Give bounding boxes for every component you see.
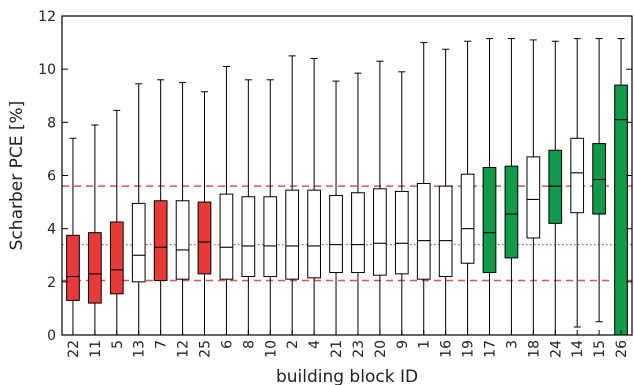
box-iqr bbox=[351, 192, 365, 274]
box-iqr bbox=[66, 234, 80, 301]
box-iqr bbox=[131, 202, 146, 283]
y-tick-label: 10 bbox=[38, 62, 56, 78]
box-iqr bbox=[241, 196, 256, 278]
box-iqr bbox=[482, 167, 497, 274]
box-1 bbox=[416, 42, 431, 336]
box-13 bbox=[131, 83, 146, 336]
box-20 bbox=[373, 60, 387, 336]
box-iqr bbox=[373, 188, 387, 276]
box-17 bbox=[482, 38, 497, 336]
x-tick-label: 14 bbox=[570, 340, 586, 358]
box-iqr bbox=[614, 84, 628, 336]
x-tick-label: 16 bbox=[439, 340, 455, 358]
box-23 bbox=[351, 72, 365, 336]
y-tick-label: 6 bbox=[47, 169, 56, 185]
box-14 bbox=[570, 38, 585, 328]
x-tick-label: 9 bbox=[395, 340, 411, 349]
y-tick-label: 8 bbox=[47, 115, 56, 131]
box-iqr bbox=[548, 149, 563, 224]
box-19 bbox=[460, 40, 475, 336]
y-tick-label: 0 bbox=[47, 328, 56, 344]
x-tick-label: 2 bbox=[285, 340, 301, 349]
box-8 bbox=[241, 79, 256, 336]
box-4 bbox=[307, 58, 321, 336]
x-tick-label: 12 bbox=[176, 340, 192, 358]
box-iqr bbox=[197, 201, 212, 275]
box-5 bbox=[109, 109, 124, 336]
box-iqr bbox=[460, 173, 475, 264]
x-tick-label: 24 bbox=[548, 340, 564, 358]
x-tick-label: 22 bbox=[66, 340, 82, 358]
x-tick-label: 21 bbox=[329, 340, 345, 358]
x-axis-label: building block ID bbox=[276, 367, 418, 385]
box-9 bbox=[394, 71, 409, 336]
box-18 bbox=[526, 39, 541, 336]
box-22 bbox=[66, 137, 80, 336]
box-6 bbox=[219, 66, 234, 336]
box-21 bbox=[329, 80, 343, 336]
box-iqr bbox=[504, 165, 519, 259]
box-iqr bbox=[526, 156, 541, 239]
box-12 bbox=[175, 81, 190, 336]
box-series bbox=[66, 38, 628, 336]
box-iqr bbox=[263, 196, 278, 278]
reference-lines bbox=[62, 185, 632, 282]
box-11 bbox=[88, 124, 102, 336]
x-tick-label: 13 bbox=[132, 340, 148, 358]
box-iqr bbox=[285, 189, 300, 280]
x-tick-label: 23 bbox=[351, 340, 367, 358]
x-tick-label: 19 bbox=[461, 340, 477, 358]
x-tick-label: 25 bbox=[198, 340, 214, 358]
box-2 bbox=[285, 55, 300, 336]
x-tick-label: 17 bbox=[483, 340, 499, 358]
box-26 bbox=[614, 38, 628, 336]
x-tick-label: 15 bbox=[592, 340, 608, 358]
box-iqr bbox=[88, 232, 102, 304]
x-tick-label: 20 bbox=[373, 340, 389, 358]
box-iqr bbox=[438, 185, 453, 278]
x-tick-label: 18 bbox=[526, 340, 542, 358]
box-iqr bbox=[153, 200, 168, 282]
x-tick-label: 4 bbox=[307, 340, 323, 349]
box-16 bbox=[438, 48, 453, 336]
box-iqr bbox=[570, 137, 585, 214]
box-iqr bbox=[307, 189, 321, 279]
box-7 bbox=[153, 79, 168, 336]
x-tick-label: 5 bbox=[110, 340, 126, 349]
box-10 bbox=[263, 79, 278, 336]
x-tick-label: 6 bbox=[219, 340, 235, 349]
x-tick-label: 3 bbox=[504, 340, 520, 349]
box-25 bbox=[197, 91, 212, 336]
box-iqr bbox=[109, 221, 124, 295]
box-3 bbox=[504, 38, 519, 336]
x-tick-label: 26 bbox=[614, 340, 630, 358]
box-iqr bbox=[219, 193, 234, 280]
box-iqr bbox=[175, 200, 190, 280]
box-15 bbox=[592, 38, 606, 323]
x-tick-label: 11 bbox=[88, 340, 104, 358]
y-tick-label: 4 bbox=[47, 222, 56, 238]
x-tick-label: 1 bbox=[417, 340, 433, 349]
x-tick-label: 7 bbox=[154, 340, 170, 349]
y-axis-label: Scharber PCE [%] bbox=[7, 101, 27, 251]
y-axis-ticks: 0 2 4 6 8 10 12 bbox=[38, 9, 632, 344]
x-axis-ticks: 22 11 5 13 7 12 25 6 8 10 2 4 21 23 20 9 1 16 19 17 3 18 24 14 1… bbox=[66, 330, 630, 358]
y-tick-label: 12 bbox=[38, 9, 56, 25]
box-iqr bbox=[329, 194, 343, 274]
x-tick-label: 8 bbox=[241, 340, 257, 349]
x-tick-label: 10 bbox=[263, 340, 279, 358]
plot-frame bbox=[61, 15, 633, 336]
box-iqr bbox=[394, 190, 409, 275]
box-iqr bbox=[416, 182, 431, 280]
box-24 bbox=[548, 40, 563, 336]
y-tick-label: 2 bbox=[47, 275, 56, 291]
box-iqr bbox=[592, 143, 606, 215]
